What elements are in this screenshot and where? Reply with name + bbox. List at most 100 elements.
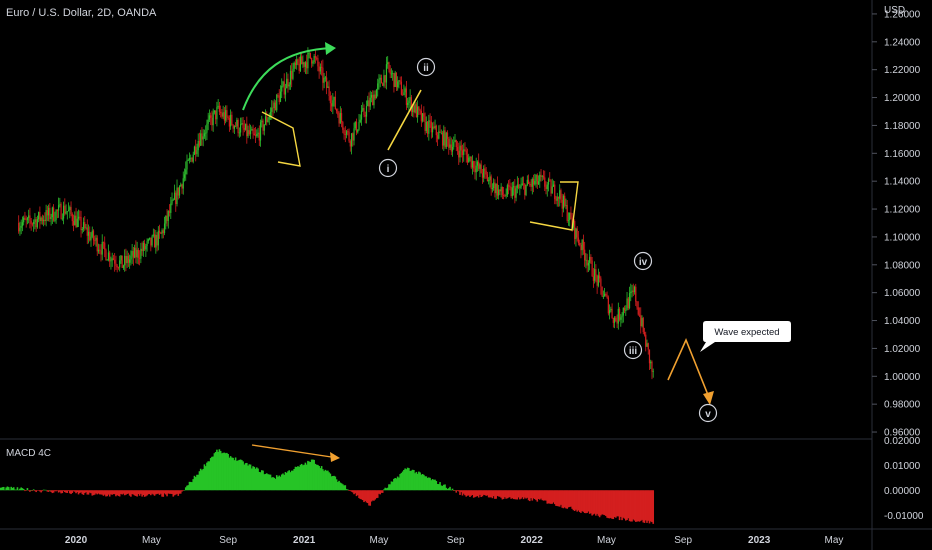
macd-bar — [304, 462, 307, 491]
candle-body — [288, 84, 290, 87]
macd-bar — [419, 472, 421, 491]
candle-body — [151, 236, 153, 246]
candle-body — [162, 230, 164, 234]
candle-body — [180, 184, 182, 187]
macd-bar — [347, 489, 349, 491]
macd-bar — [633, 490, 636, 521]
macd-bar — [256, 467, 258, 491]
time-tick-label: 2020 — [65, 535, 88, 546]
candle-body — [542, 176, 545, 178]
candle-body — [415, 104, 417, 118]
candle-body — [272, 107, 274, 109]
candle-body — [491, 188, 494, 189]
macd-bar — [356, 490, 359, 496]
macd-bar — [481, 490, 484, 497]
candle-body — [328, 86, 330, 96]
candle-body — [335, 109, 338, 112]
candle-body — [67, 210, 70, 212]
macd-bar — [641, 490, 643, 520]
candle-body — [26, 217, 29, 220]
candle-body — [238, 132, 240, 134]
candle-body — [326, 77, 328, 88]
candle-body — [635, 286, 637, 302]
macd-bar — [445, 487, 448, 491]
candle-body — [46, 210, 48, 216]
candle-body — [126, 256, 128, 264]
macd-bar — [15, 489, 18, 491]
macd-bar — [70, 490, 72, 495]
macd-bar — [536, 490, 539, 502]
macd-bar — [543, 490, 546, 501]
wave-label-iii: iii — [623, 340, 643, 360]
candle-body — [97, 249, 100, 252]
macd-bar — [642, 490, 645, 523]
candle-body — [312, 62, 314, 64]
macd-bar — [484, 490, 486, 496]
macd-bar — [541, 490, 544, 501]
candle-body — [105, 249, 107, 261]
macd-bar — [489, 490, 491, 498]
macd-bar — [368, 490, 370, 506]
macd-bar — [446, 488, 449, 491]
macd-bar — [583, 490, 586, 514]
macd-bar — [60, 490, 62, 494]
candle-body — [177, 187, 179, 196]
macd-bar — [477, 490, 480, 498]
macd-bar — [32, 489, 35, 491]
macd-bar — [308, 461, 310, 491]
macd-bar — [337, 481, 339, 491]
candle-body — [489, 176, 491, 181]
candle-body — [562, 195, 565, 209]
candle-body — [70, 207, 72, 215]
candle-body — [294, 62, 297, 66]
candle-body — [217, 105, 219, 108]
macd-title: MACD 4C — [6, 448, 51, 459]
macd-bar — [239, 459, 242, 491]
wave-label-i: i — [378, 158, 398, 178]
candle-body — [483, 168, 485, 178]
macd-bar — [396, 476, 399, 491]
candle-body — [334, 96, 336, 110]
macd-bar — [403, 469, 405, 491]
macd-bar — [30, 490, 32, 491]
macd-bar — [203, 464, 206, 491]
macd-bar — [472, 490, 475, 498]
candle-body — [400, 81, 403, 95]
macd-bar — [637, 490, 640, 522]
candle-body — [91, 230, 93, 237]
price-tick-label: 1.16000 — [884, 149, 921, 160]
macd-bar — [24, 490, 26, 492]
macd-bar — [563, 490, 566, 508]
macd-bar — [279, 476, 282, 491]
candle-body — [148, 237, 151, 240]
macd-bar — [506, 490, 509, 499]
macd-bar — [300, 463, 303, 491]
macd-bar — [405, 469, 408, 491]
macd-bar — [517, 490, 520, 498]
callout-text: Wave expected — [714, 327, 779, 338]
candle-body — [372, 94, 374, 106]
candle-body — [268, 116, 270, 120]
candle-body — [301, 56, 303, 65]
macd-bar — [214, 452, 217, 491]
candle-body — [152, 234, 154, 237]
candle-body — [183, 174, 186, 179]
candle-body — [241, 123, 243, 125]
candle-body — [486, 174, 489, 182]
triangle-pattern-1 — [261, 111, 301, 167]
macd-bar — [322, 469, 324, 491]
candle-body — [438, 131, 440, 139]
candle-body — [304, 62, 307, 67]
candle-body — [244, 123, 247, 130]
candle-body — [215, 110, 217, 120]
candle-body — [490, 176, 492, 189]
candle-body — [142, 243, 144, 252]
candle-body — [61, 218, 63, 220]
candle-body — [147, 239, 149, 242]
candle-body — [111, 258, 113, 261]
macd-bar — [247, 465, 249, 491]
macd-bar — [150, 490, 152, 496]
macd-bar — [547, 490, 550, 504]
macd-bar — [391, 481, 394, 491]
